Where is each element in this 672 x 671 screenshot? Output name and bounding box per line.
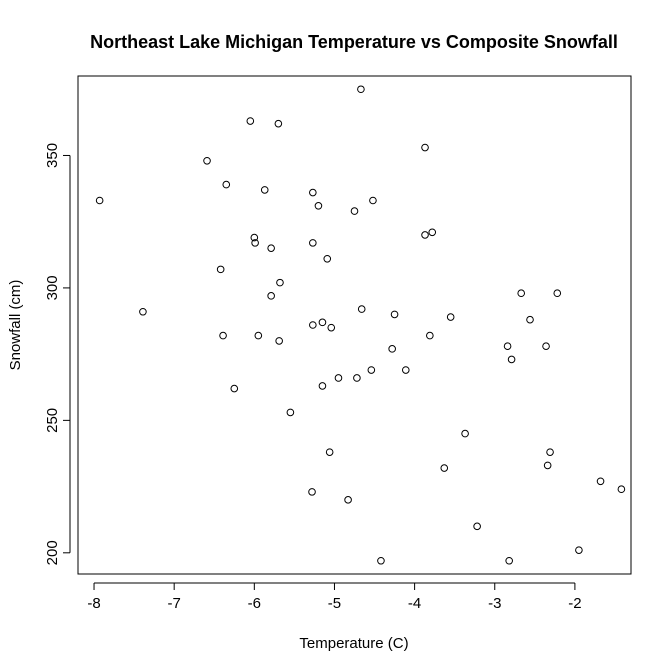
data-point bbox=[390, 310, 399, 319]
data-point bbox=[327, 323, 336, 332]
x-tick-label: -2 bbox=[568, 595, 581, 612]
data-point bbox=[286, 408, 295, 417]
data-point bbox=[344, 496, 352, 504]
data-point bbox=[388, 345, 396, 353]
y-tick-label: 250 bbox=[44, 408, 61, 433]
data-point bbox=[325, 448, 334, 456]
data-point bbox=[446, 313, 455, 321]
data-point bbox=[318, 318, 327, 327]
x-tick-label: -4 bbox=[408, 595, 421, 612]
data-point bbox=[461, 429, 469, 438]
data-point bbox=[542, 342, 550, 350]
data-point bbox=[473, 522, 481, 531]
data-point bbox=[254, 331, 263, 340]
data-point bbox=[309, 321, 317, 329]
plot-frame bbox=[77, 75, 632, 575]
x-tick-label: -5 bbox=[328, 595, 341, 612]
data-point bbox=[357, 85, 365, 94]
data-point bbox=[546, 448, 554, 456]
data-point bbox=[274, 119, 283, 128]
data-point bbox=[440, 464, 449, 472]
data-point bbox=[421, 143, 429, 152]
y-tick-label: 350 bbox=[44, 143, 61, 168]
data-point bbox=[139, 307, 147, 316]
y-axis: 200 250 300 350 bbox=[44, 143, 71, 565]
data-point bbox=[222, 180, 231, 189]
data-point bbox=[318, 382, 327, 390]
data-point bbox=[377, 556, 385, 565]
data-point bbox=[250, 233, 259, 242]
data-point bbox=[314, 201, 323, 210]
data-point bbox=[617, 485, 626, 494]
data-point bbox=[426, 331, 434, 340]
data-point bbox=[246, 117, 255, 125]
data-point bbox=[507, 355, 516, 364]
data-point bbox=[553, 289, 562, 298]
x-axis-label: Temperature (C) bbox=[299, 635, 408, 652]
x-tick-label: -6 bbox=[248, 595, 261, 612]
data-point bbox=[334, 374, 343, 382]
data-point bbox=[503, 342, 512, 350]
data-point bbox=[219, 331, 227, 340]
y-tick-label: 300 bbox=[44, 275, 61, 300]
data-point bbox=[367, 366, 376, 374]
data-point bbox=[275, 337, 283, 345]
data-point bbox=[517, 289, 526, 298]
data-point bbox=[230, 384, 239, 393]
data-point bbox=[95, 196, 104, 205]
x-axis: -8 -7 -6 -5 -4 -3 -2 bbox=[87, 582, 582, 612]
data-point bbox=[401, 366, 410, 374]
data-point bbox=[260, 186, 269, 194]
data-point bbox=[596, 477, 605, 486]
data-point bbox=[543, 461, 552, 470]
x-tick-label: -7 bbox=[168, 595, 181, 612]
data-point bbox=[350, 207, 359, 215]
data-point bbox=[505, 556, 513, 565]
data-point bbox=[323, 254, 332, 263]
chart-title: Northeast Lake Michigan Temperature vs C… bbox=[90, 32, 618, 52]
y-axis-label: Snowfall (cm) bbox=[7, 280, 24, 371]
data-point bbox=[203, 156, 211, 165]
data-points bbox=[95, 85, 626, 565]
data-point bbox=[267, 244, 275, 252]
data-point bbox=[428, 228, 437, 237]
data-point bbox=[308, 488, 316, 496]
data-point bbox=[251, 239, 259, 247]
data-point bbox=[216, 265, 225, 274]
x-tick-label: -8 bbox=[87, 595, 100, 612]
data-point bbox=[369, 196, 377, 205]
data-point bbox=[526, 315, 534, 324]
x-tick-label: -3 bbox=[488, 595, 501, 612]
data-point bbox=[357, 305, 366, 313]
data-point bbox=[421, 231, 429, 239]
data-point bbox=[309, 239, 317, 247]
data-point bbox=[353, 374, 361, 382]
data-point bbox=[267, 292, 275, 300]
data-point bbox=[575, 546, 583, 554]
y-tick-label: 200 bbox=[44, 540, 61, 565]
data-point bbox=[276, 278, 284, 287]
data-point bbox=[309, 188, 317, 197]
